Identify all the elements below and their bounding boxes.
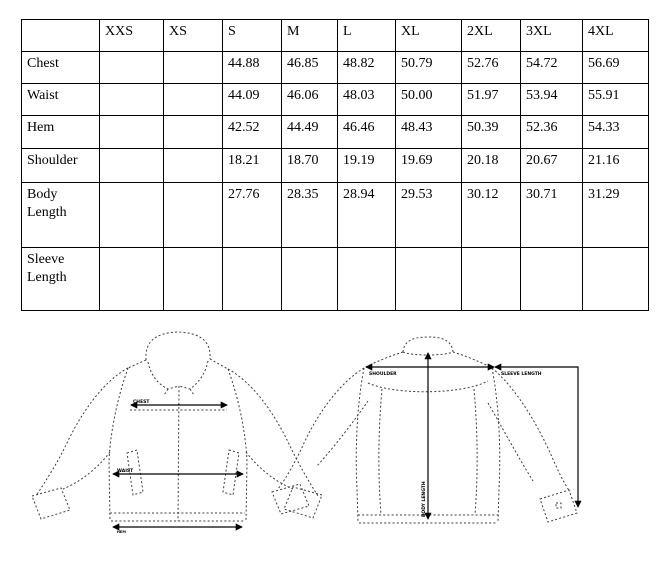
size-chart-table: XXS XS S M L XL 2XL 3XL 4XL Chest 44.88 …	[21, 19, 649, 311]
size-value-cell: 44.88	[222, 51, 282, 84]
size-value-cell: 27.76	[222, 182, 282, 248]
size-value-cell	[163, 182, 223, 248]
size-value-cell: 28.94	[337, 182, 396, 248]
front-center-seam	[130, 385, 227, 522]
size-value-cell	[281, 247, 338, 311]
size-value-cell: 19.69	[395, 148, 462, 183]
row-label: Body Length	[21, 182, 100, 248]
column-header-2xl: 2XL	[461, 19, 521, 52]
size-value-cell: 46.85	[281, 51, 338, 84]
sleeve-length-measure-label: SLEEVE LENGTH	[501, 371, 542, 377]
front-sleeves	[31, 367, 323, 520]
size-value-cell: 56.69	[582, 51, 649, 84]
size-value-cell	[99, 115, 164, 149]
header-row: XXS XS S M L XL 2XL 3XL 4XL	[21, 19, 649, 52]
table-row-sleeve-length: Sleeve Length	[21, 247, 649, 311]
size-value-cell	[99, 83, 164, 116]
size-value-cell: 18.21	[222, 148, 282, 183]
size-value-cell	[163, 115, 223, 149]
size-value-cell: 44.09	[222, 83, 282, 116]
size-value-cell: 29.53	[395, 182, 462, 248]
front-pockets	[126, 449, 240, 496]
size-value-cell: 54.72	[520, 51, 583, 84]
back-sleeves	[271, 367, 578, 523]
size-value-cell: 44.49	[281, 115, 338, 149]
front-collar	[145, 331, 211, 396]
size-value-cell	[395, 247, 462, 311]
size-value-cell	[99, 247, 164, 311]
size-value-cell	[461, 247, 521, 311]
size-value-cell: 20.18	[461, 148, 521, 183]
size-value-cell: 51.97	[461, 83, 521, 116]
size-value-cell: 42.52	[222, 115, 282, 149]
size-value-cell: 20.67	[520, 148, 583, 183]
column-header-blank	[21, 19, 100, 52]
row-label: Waist	[21, 83, 100, 116]
size-value-cell	[163, 247, 223, 311]
size-value-cell	[222, 247, 282, 311]
size-value-cell: 52.36	[520, 115, 583, 149]
size-value-cell	[337, 247, 396, 311]
size-value-cell: 54.33	[582, 115, 649, 149]
waist-measure-label: WAIST	[117, 468, 134, 474]
size-value-cell: 48.82	[337, 51, 396, 84]
size-value-cell: 19.19	[337, 148, 396, 183]
chest-measure-label: CHEST	[133, 399, 150, 405]
size-value-cell: 30.12	[461, 182, 521, 248]
table-row-shoulder: Shoulder 18.21 18.70 19.19 19.69 20.18 2…	[21, 148, 649, 183]
row-label: Sleeve Length	[21, 247, 100, 311]
row-label: Hem	[21, 115, 100, 149]
size-value-cell	[163, 148, 223, 183]
size-value-cell: 50.79	[395, 51, 462, 84]
front-jacket-view	[31, 331, 323, 522]
size-value-cell	[99, 182, 164, 248]
column-header-s: S	[222, 19, 282, 52]
column-header-l: L	[337, 19, 396, 52]
row-label: Chest	[21, 51, 100, 84]
size-value-cell: 50.00	[395, 83, 462, 116]
size-value-cell	[99, 148, 164, 183]
size-value-cell: 31.29	[582, 182, 649, 248]
jacket-technical-drawing: CHEST WAIST HEM SHOULDER SLEEVE LENGTH B…	[31, 331, 582, 534]
size-value-cell: 30.71	[520, 182, 583, 248]
size-value-cell: 46.46	[337, 115, 396, 149]
table-row-hem: Hem 42.52 44.49 46.46 48.43 50.39 52.36 …	[21, 115, 649, 149]
table-row-chest: Chest 44.88 46.85 48.82 50.79 52.76 54.7…	[21, 51, 649, 84]
size-value-cell	[99, 51, 164, 84]
column-header-xl: XL	[395, 19, 462, 52]
size-value-cell: 55.91	[582, 83, 649, 116]
row-label: Shoulder	[21, 148, 100, 183]
table-row-waist: Waist 44.09 46.06 48.03 50.00 51.97 53.9…	[21, 83, 649, 116]
column-header-m: M	[281, 19, 338, 52]
column-header-3xl: 3XL	[520, 19, 583, 52]
size-value-cell: 21.16	[582, 148, 649, 183]
front-body-outline	[108, 358, 248, 522]
shoulder-measure-label: SHOULDER	[369, 371, 397, 377]
size-value-cell: 28.35	[281, 182, 338, 248]
size-value-cell: 48.03	[337, 83, 396, 116]
size-value-cell	[163, 83, 223, 116]
size-value-cell: 50.39	[461, 115, 521, 149]
back-seams	[367, 380, 489, 516]
size-value-cell: 53.94	[520, 83, 583, 116]
size-value-cell: 18.70	[281, 148, 338, 183]
column-header-xs: XS	[163, 19, 223, 52]
table-row-body-length: Body Length 27.76 28.35 28.94 29.53 30.1…	[21, 182, 649, 248]
size-value-cell: 52.76	[461, 51, 521, 84]
size-value-cell	[163, 51, 223, 84]
size-value-cell	[582, 247, 649, 311]
sleeve-length-measure-line	[494, 363, 582, 508]
body-length-measure-label: BODY LENGTH	[421, 481, 427, 517]
hem-measure-label: HEM	[117, 530, 126, 534]
cuff-button	[555, 502, 562, 509]
column-header-xxs: XXS	[99, 19, 164, 52]
back-collar	[402, 336, 454, 356]
size-value-cell: 48.43	[395, 115, 462, 149]
size-value-cell	[520, 247, 583, 311]
column-header-4xl: 4XL	[582, 19, 649, 52]
size-value-cell: 46.06	[281, 83, 338, 116]
